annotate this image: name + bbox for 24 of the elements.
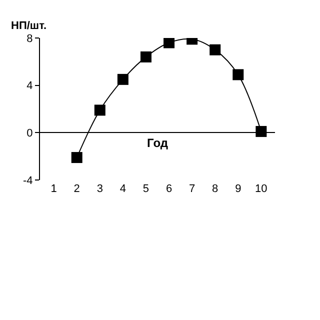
point <box>140 51 152 62</box>
point <box>256 126 267 137</box>
y-tick-label: -4 <box>23 174 33 187</box>
point <box>71 152 82 164</box>
y-tick-label: 0 <box>26 128 33 140</box>
x-tick-label: 2 <box>74 183 80 195</box>
x-tick-label: 9 <box>235 183 242 195</box>
x-tick-label: 5 <box>142 183 150 195</box>
y-tick-label: 8 <box>26 32 33 45</box>
x-tick-label: 4 <box>120 183 126 195</box>
point <box>164 38 175 48</box>
x-tick-label: 6 <box>166 183 172 195</box>
x-tick-label: 8 <box>212 183 218 195</box>
y-tick-label: 4 <box>26 80 33 92</box>
x-tick-label: 1 <box>50 183 57 195</box>
x-axis-title: Год <box>147 136 168 150</box>
point <box>210 44 221 56</box>
x-tick-label: 3 <box>96 183 103 195</box>
x-tick-label: 10 <box>255 183 268 195</box>
point <box>94 104 106 116</box>
point <box>232 69 244 80</box>
y-axis-title: НП/шт. <box>11 20 47 32</box>
point <box>117 74 128 85</box>
x-tick-label: 7 <box>188 183 196 195</box>
